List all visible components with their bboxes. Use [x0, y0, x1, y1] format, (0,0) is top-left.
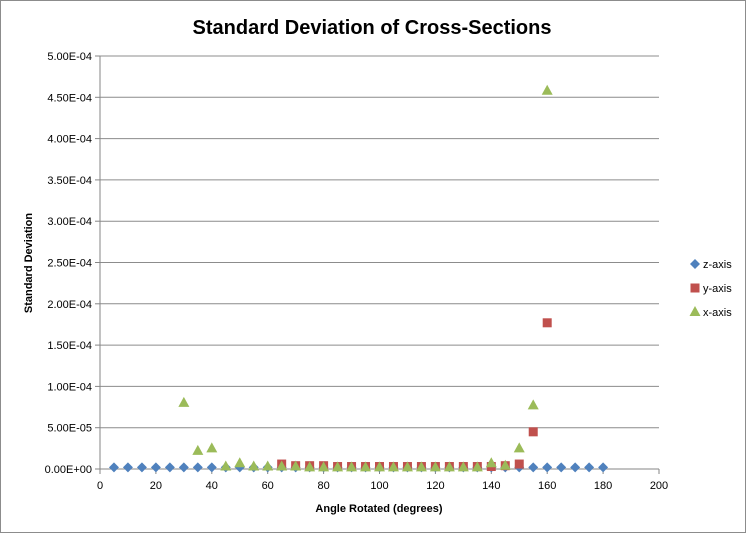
legend-marker-x-axis [689, 306, 701, 316]
x-axis-point [415, 461, 427, 472]
data-points [108, 84, 609, 473]
y-tick-label: 2.00E-04 [47, 299, 92, 311]
y-axis-point [514, 459, 524, 469]
x-axis-point [304, 461, 316, 472]
x-axis-point [346, 461, 358, 472]
x-axis-point [290, 460, 302, 471]
x-tick-label: 60 [262, 480, 274, 492]
x-tick-label: 160 [538, 480, 556, 492]
x-axis-point [457, 461, 469, 472]
x-axis-point [443, 461, 455, 472]
z-axis-point [584, 462, 595, 473]
x-axis-point [262, 460, 274, 471]
x-axis-point [471, 461, 483, 472]
x-axis-point [527, 399, 539, 410]
x-tick-label: 0 [97, 480, 103, 492]
y-tick-labels: 0.00E+00 5.00E-05 1.00E-04 1.50E-04 2.00E-04… [45, 51, 92, 476]
x-tick-label: 180 [594, 480, 612, 492]
x-axis-point [374, 461, 385, 472]
z-axis-point [206, 462, 217, 473]
legend-label-z-axis: z-axis [703, 259, 732, 271]
z-axis-point [528, 462, 539, 473]
z-axis-point [164, 462, 175, 473]
y-tick-label: 4.50E-04 [47, 92, 92, 104]
x-axis-point [541, 84, 553, 95]
x-axis-point [485, 457, 497, 468]
z-axis-point [108, 462, 119, 473]
x-axis-point [234, 457, 246, 468]
gridlines [100, 55, 659, 429]
x-axis-point [276, 460, 288, 471]
x-axis-label: Angle Rotated (degrees) [315, 503, 442, 515]
z-axis-point [542, 462, 553, 473]
y-axis-label: Standard Deviation [23, 213, 35, 314]
z-axis-point [192, 462, 203, 473]
legend: z-axis y-axis x-axis [689, 259, 732, 319]
x-axis-point [248, 460, 260, 471]
x-tick-label: 140 [482, 480, 500, 492]
z-axis-point [556, 462, 567, 473]
y-tick-label: 0.00E+00 [45, 464, 92, 476]
legend-label-x-axis: x-axis [703, 307, 732, 319]
y-axis-point [542, 318, 552, 328]
legend-label-y-axis: y-axis [703, 283, 732, 295]
y-tick-label: 3.00E-04 [47, 216, 92, 228]
y-tick-label: 3.50E-04 [47, 175, 92, 187]
x-tick-label: 80 [317, 480, 329, 492]
x-axis-point [178, 396, 190, 407]
x-axis-point [220, 460, 232, 471]
x-axis-point [332, 461, 344, 472]
y-tick-label: 5.00E-05 [47, 423, 92, 435]
x-axis-point [206, 442, 218, 453]
chart-title: Standard Deviation of Cross-Sections [193, 17, 552, 39]
y-tick-label: 2.50E-04 [47, 258, 92, 270]
x-tick-label: 20 [150, 480, 162, 492]
z-axis-point [136, 462, 147, 473]
x-axis-point [318, 461, 330, 472]
x-axis-point [192, 444, 204, 455]
x-axis-point [513, 442, 525, 453]
z-axis-point [178, 462, 189, 473]
x-tick-label: 120 [426, 480, 444, 492]
legend-marker-z-axis [690, 259, 700, 269]
x-axis-point [429, 461, 441, 472]
x-axis-point [499, 459, 511, 470]
axes [95, 55, 660, 474]
y-tick-label: 4.00E-04 [47, 134, 92, 146]
x-tick-label: 40 [206, 480, 218, 492]
legend-marker-y-axis [690, 283, 700, 293]
y-tick-label: 1.00E-04 [47, 381, 92, 393]
z-axis-point [122, 462, 133, 473]
y-tick-label: 5.00E-04 [47, 51, 92, 63]
z-axis-point [150, 462, 161, 473]
z-axis-point [570, 462, 581, 473]
y-tick-label: 1.50E-04 [47, 340, 92, 352]
x-axis-point [401, 461, 413, 472]
x-tick-label: 100 [370, 480, 388, 492]
x-tick-labels: 0 20 40 60 80 100 120 140 160 180 200 [97, 480, 668, 492]
z-axis-point [598, 462, 609, 473]
x-axis-point [360, 461, 372, 472]
x-tick-label: 200 [650, 480, 668, 492]
x-axis-point [387, 461, 399, 472]
y-axis-point [528, 427, 538, 437]
